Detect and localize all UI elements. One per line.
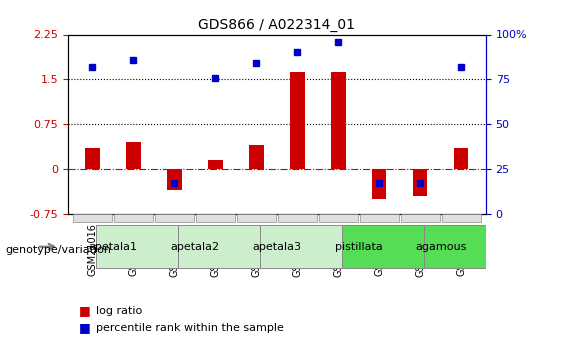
FancyBboxPatch shape bbox=[277, 214, 317, 223]
FancyBboxPatch shape bbox=[179, 225, 260, 268]
Text: ■: ■ bbox=[79, 321, 91, 334]
Text: apetala3: apetala3 bbox=[253, 242, 301, 252]
Bar bbox=[413, 169, 428, 196]
Text: apetala1: apetala1 bbox=[88, 242, 137, 252]
Bar bbox=[85, 148, 99, 169]
FancyBboxPatch shape bbox=[342, 225, 424, 268]
FancyBboxPatch shape bbox=[260, 225, 342, 268]
FancyBboxPatch shape bbox=[424, 225, 506, 268]
Bar bbox=[167, 169, 181, 190]
Text: genotype/variation: genotype/variation bbox=[6, 245, 112, 255]
FancyBboxPatch shape bbox=[442, 214, 481, 223]
FancyBboxPatch shape bbox=[73, 214, 112, 223]
Bar bbox=[454, 148, 468, 169]
FancyBboxPatch shape bbox=[319, 214, 358, 223]
Text: apetala2: apetala2 bbox=[170, 242, 219, 252]
Text: log ratio: log ratio bbox=[96, 306, 142, 315]
FancyBboxPatch shape bbox=[195, 214, 235, 223]
Text: percentile rank within the sample: percentile rank within the sample bbox=[96, 323, 284, 333]
Bar bbox=[126, 142, 141, 169]
Bar bbox=[290, 72, 305, 169]
Bar bbox=[372, 169, 386, 199]
FancyBboxPatch shape bbox=[237, 214, 276, 223]
FancyBboxPatch shape bbox=[114, 214, 153, 223]
Bar bbox=[331, 72, 346, 169]
Title: GDS866 / A022314_01: GDS866 / A022314_01 bbox=[198, 18, 355, 32]
FancyBboxPatch shape bbox=[155, 214, 194, 223]
Text: agamous: agamous bbox=[415, 242, 467, 252]
Text: ■: ■ bbox=[79, 304, 91, 317]
Bar bbox=[208, 160, 223, 169]
FancyBboxPatch shape bbox=[360, 214, 399, 223]
FancyBboxPatch shape bbox=[97, 225, 179, 268]
Bar bbox=[249, 145, 263, 169]
Text: pistillata: pistillata bbox=[335, 242, 383, 252]
FancyBboxPatch shape bbox=[401, 214, 440, 223]
